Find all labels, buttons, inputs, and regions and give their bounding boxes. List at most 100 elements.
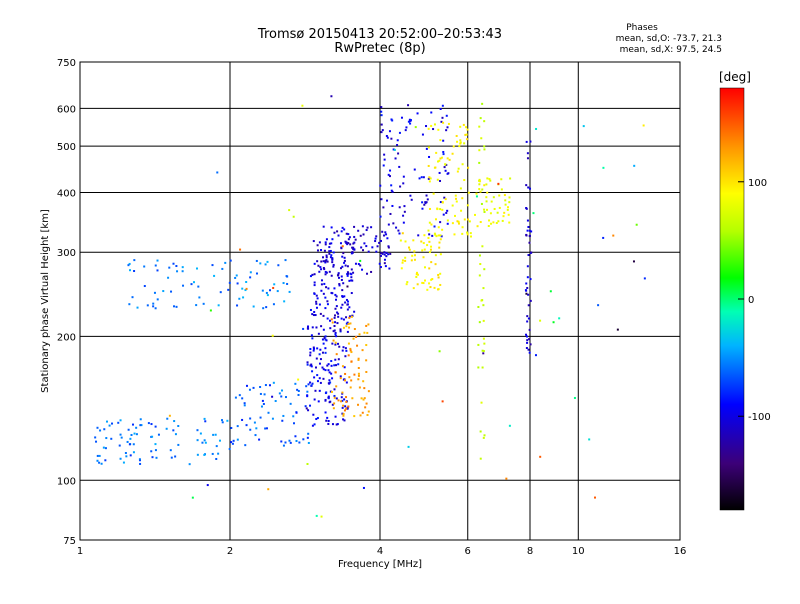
data-point [439, 201, 442, 204]
data-point [427, 237, 430, 240]
data-point [329, 256, 332, 259]
data-point [152, 302, 155, 305]
data-point [314, 366, 317, 369]
data-point [255, 272, 258, 275]
data-point [320, 260, 323, 263]
data-point [439, 208, 442, 211]
data-point [331, 261, 334, 264]
data-point [338, 283, 341, 286]
data-point [96, 454, 99, 457]
data-point [129, 437, 132, 440]
data-point [329, 390, 332, 393]
data-point [526, 229, 529, 232]
data-point [103, 428, 106, 431]
data-point [117, 421, 120, 424]
data-point [490, 200, 493, 203]
data-point [528, 351, 531, 354]
data-point [317, 249, 320, 252]
data-point [333, 287, 336, 290]
data-point [528, 328, 531, 331]
data-point [356, 344, 359, 347]
data-point [528, 338, 531, 341]
data-point [498, 194, 501, 197]
data-point [127, 428, 130, 431]
data-point [255, 259, 258, 262]
data-point [104, 459, 107, 462]
data-point [359, 259, 362, 262]
data-point [157, 433, 160, 436]
data-point [173, 305, 176, 308]
data-point [311, 313, 314, 316]
data-point [330, 390, 333, 393]
data-point [319, 348, 322, 351]
data-point [405, 283, 408, 286]
data-point [353, 310, 356, 313]
data-point [265, 291, 268, 294]
data-point [642, 124, 645, 127]
data-point [108, 424, 111, 427]
data-point [119, 433, 122, 436]
data-point [446, 126, 449, 129]
data-point [430, 278, 433, 281]
data-point [318, 241, 321, 244]
data-point [357, 357, 360, 360]
data-point [196, 439, 199, 442]
data-point [437, 234, 440, 237]
data-point [348, 279, 351, 282]
data-point [139, 418, 142, 421]
data-point [361, 411, 364, 414]
data-point [440, 120, 443, 123]
data-point [409, 122, 412, 125]
data-point [143, 285, 146, 288]
data-point [385, 251, 388, 254]
data-point [482, 436, 485, 439]
data-point [349, 347, 352, 350]
data-point [341, 391, 344, 394]
data-point [426, 198, 429, 201]
data-point [366, 226, 369, 229]
data-point [379, 254, 382, 257]
data-point [411, 254, 414, 257]
x-tick-label: 10 [572, 546, 585, 557]
data-point [435, 235, 438, 238]
data-point [199, 432, 202, 435]
data-point [314, 314, 317, 317]
data-point [347, 300, 350, 303]
data-point [136, 306, 139, 309]
data-point [328, 246, 331, 249]
data-point [353, 225, 356, 228]
data-point [351, 246, 354, 249]
data-point [259, 262, 262, 265]
data-point [454, 194, 457, 197]
data-point [489, 222, 492, 225]
data-point [340, 275, 343, 278]
data-point [350, 252, 353, 255]
data-point [348, 326, 351, 329]
data-point [329, 327, 332, 330]
data-point [468, 220, 471, 223]
data-point [319, 312, 322, 315]
data-point [525, 333, 528, 336]
data-point [337, 273, 340, 276]
data-point [346, 285, 349, 288]
data-point [421, 133, 424, 136]
data-point [398, 131, 401, 134]
data-point [439, 253, 442, 256]
data-point [375, 235, 378, 238]
data-point [526, 219, 529, 222]
data-point [479, 117, 482, 120]
data-point [390, 137, 393, 140]
data-point [337, 399, 340, 402]
data-point [344, 301, 347, 304]
data-point [385, 255, 388, 258]
data-point [529, 278, 532, 281]
data-point [217, 452, 220, 455]
data-point [479, 430, 482, 433]
data-point [526, 286, 529, 289]
data-point [119, 457, 122, 460]
data-point [341, 303, 344, 306]
data-point [234, 396, 237, 399]
data-point [504, 203, 507, 206]
data-point [463, 218, 466, 221]
